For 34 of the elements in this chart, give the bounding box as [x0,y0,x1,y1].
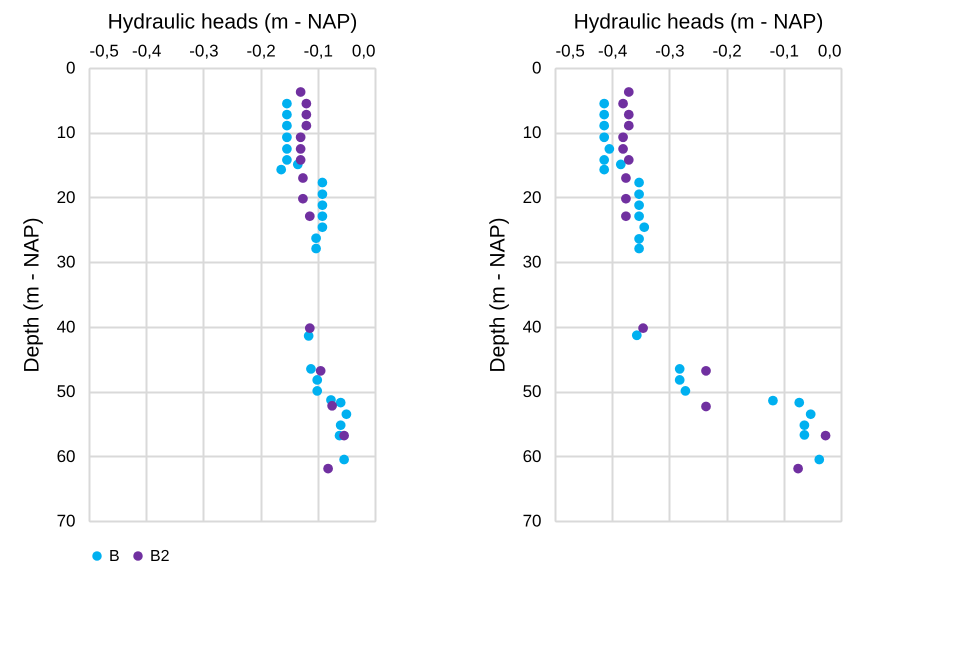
legend-label: B [109,548,120,565]
y-tick-label: 30 [522,252,542,272]
y-tick-label: 50 [522,382,542,402]
x-tick-label: -0,3 [655,42,685,60]
y-tick-label: 0 [532,58,542,78]
y-tick-label: 40 [522,317,542,336]
x-tick-label: -0,2 [712,42,742,60]
x-tick-label: 0,0 [818,42,842,60]
y-tick-label: 70 [522,512,542,530]
x-tick-label: -0,4 [598,42,628,60]
y-tick-label: 60 [522,446,542,466]
y-tick-label: 20 [522,188,542,207]
x-axis-title: Hydraulic heads (m - NAP) [108,10,358,34]
y-tick-label: 0 [66,58,76,78]
legend-label: B2 [150,548,170,565]
y-tick-label: 20 [56,188,76,207]
y-axis-title: Depth (m - NAP) [20,217,44,373]
y-tick-label: 40 [56,317,76,336]
y-tick-label: 70 [56,512,76,530]
y-tick-label: 10 [522,123,542,142]
x-tick-label: -0,1 [304,42,333,60]
x-tick-label: -0,2 [246,42,276,60]
x-tick-label: -0,1 [770,42,799,60]
y-tick-label: 50 [56,382,76,402]
y-tick-label: 60 [56,446,76,466]
x-tick-label: -0,4 [132,42,162,60]
y-tick-label: 10 [56,123,76,142]
x-axis-title: Hydraulic heads (m - NAP) [574,10,824,34]
x-tick-label: -0,5 [90,42,119,60]
y-tick-label: 30 [56,252,76,272]
x-tick-label: 0,0 [352,42,376,60]
y-axis-title: Depth (m - NAP) [486,217,510,373]
x-tick-label: -0,3 [189,42,219,60]
x-tick-label: -0,5 [556,42,585,60]
